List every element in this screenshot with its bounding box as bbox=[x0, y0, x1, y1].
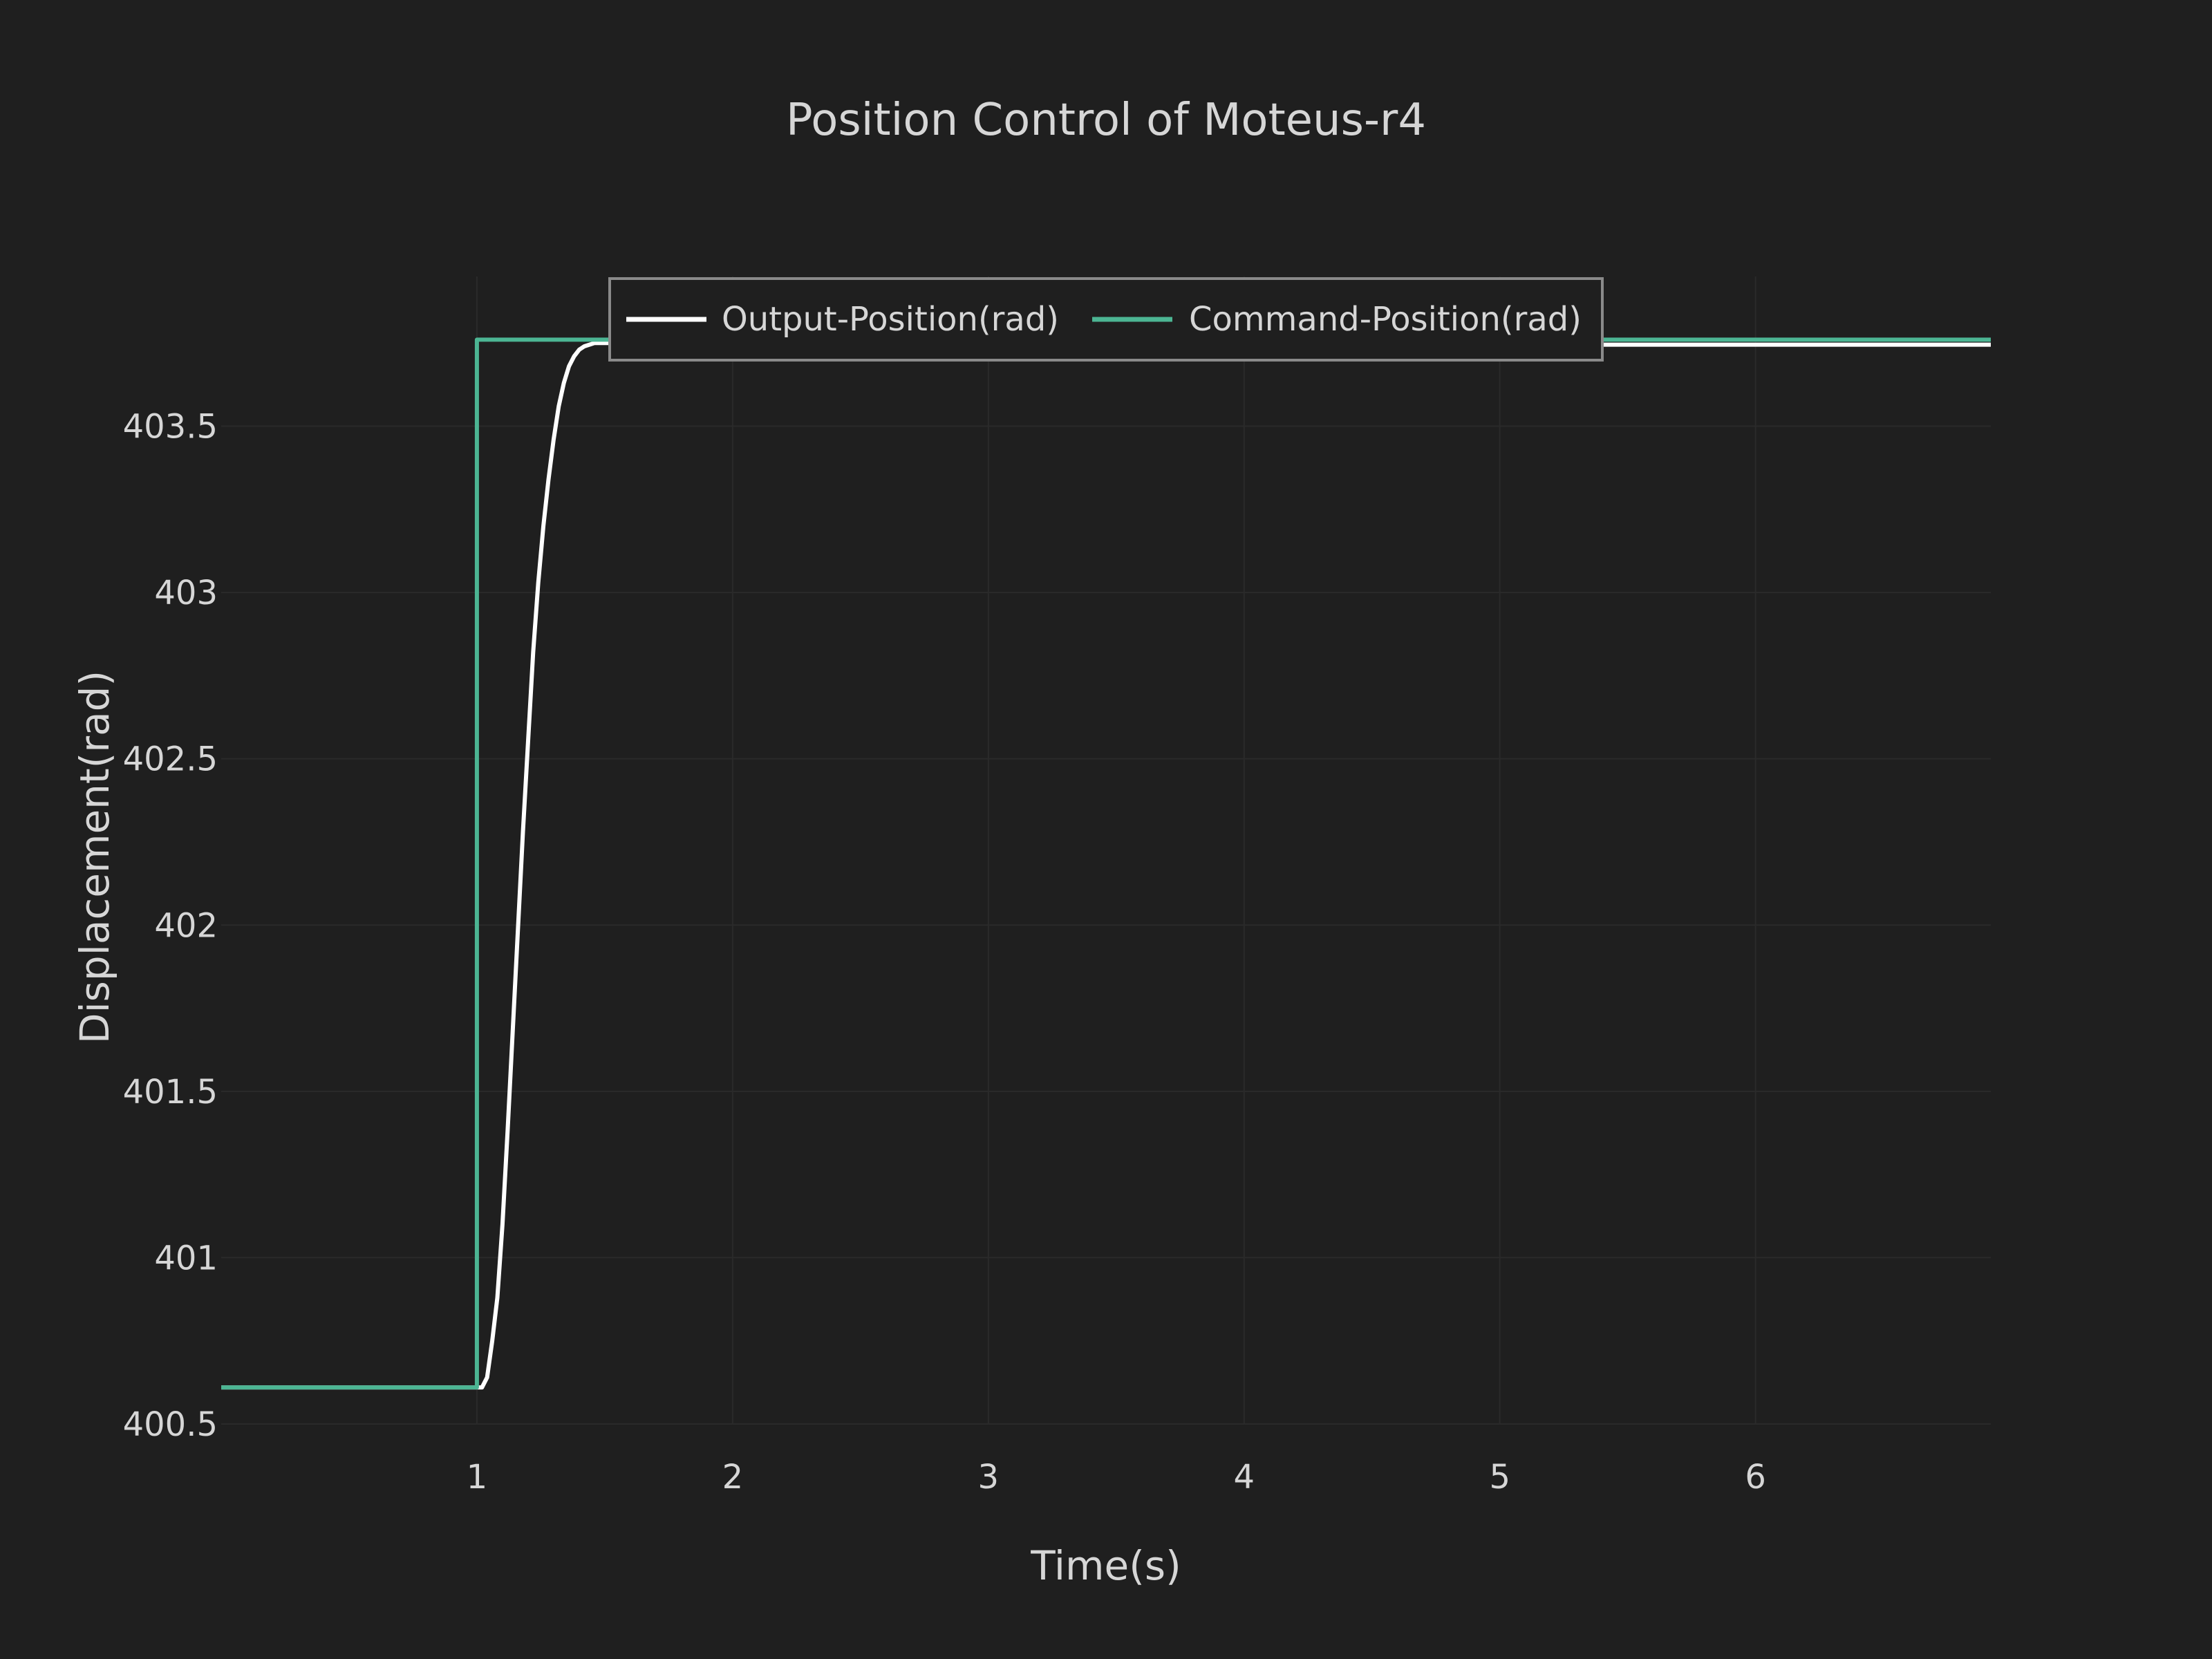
x-tick-label: 6 bbox=[1745, 1458, 1766, 1497]
legend-label-command: Command-Position(rad) bbox=[1189, 300, 1582, 339]
x-tick-label: 3 bbox=[978, 1458, 1000, 1497]
y-tick-label: 401 bbox=[154, 1239, 218, 1277]
y-axis-label: Displacement(rad) bbox=[71, 671, 118, 1044]
x-tick-label: 4 bbox=[1233, 1458, 1255, 1497]
legend-label-output: Output-Position(rad) bbox=[722, 300, 1059, 339]
y-tick-label: 401.5 bbox=[123, 1073, 218, 1112]
legend: Output-Position(rad) Command-Position(ra… bbox=[608, 277, 1604, 362]
x-tick-label: 1 bbox=[467, 1458, 488, 1497]
y-tick-label: 403 bbox=[154, 574, 218, 612]
y-tick-label: 402.5 bbox=[123, 740, 218, 779]
chart-title: Position Control of Moteus-r4 bbox=[786, 95, 1426, 146]
y-tick-label: 400.5 bbox=[123, 1405, 218, 1444]
x-axis-label: Time(s) bbox=[1030, 1542, 1181, 1589]
y-tick-label: 402 bbox=[154, 906, 218, 945]
y-tick-label: 403.5 bbox=[123, 408, 218, 447]
x-tick-label: 5 bbox=[1489, 1458, 1510, 1497]
x-tick-label: 2 bbox=[722, 1458, 744, 1497]
grid bbox=[221, 276, 1991, 1425]
tick-labels: 1 2 3 4 5 6 400.5 401 401.5 402 402.5 403 403.5 bbox=[123, 408, 1766, 1497]
